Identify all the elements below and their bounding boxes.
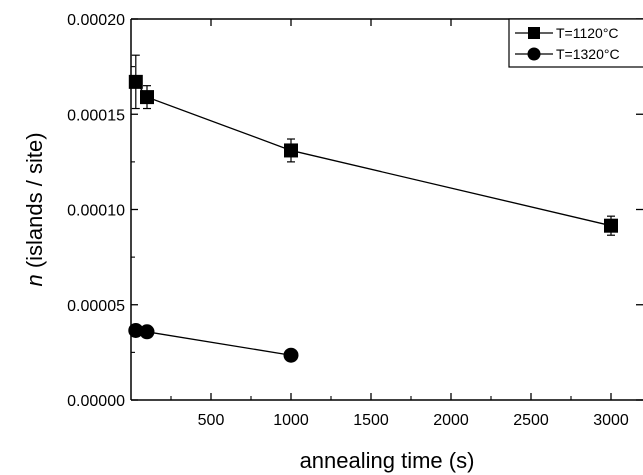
y-tick-label: 0.00015: [67, 107, 125, 124]
data-point: [284, 143, 298, 158]
y-tick-label: 0.00010: [67, 203, 125, 220]
data-point: [283, 347, 299, 363]
x-tick-label: 2000: [433, 412, 469, 429]
data-point: [128, 322, 144, 338]
x-axis-title: annealing time (s): [300, 448, 475, 473]
y-tick-label: 0.00000: [67, 393, 125, 410]
legend: T=1120°C T=1320°C: [508, 18, 643, 68]
legend-label: T=1120°C: [556, 25, 619, 41]
x-tick-label: 500: [198, 412, 225, 429]
legend-marker: [528, 27, 540, 39]
x-tick-label: 1000: [273, 412, 309, 429]
data-point: [140, 90, 154, 105]
y-axis-title-text: (islands / site): [22, 132, 47, 274]
x-tick-label: 2500: [513, 412, 549, 429]
x-tick-label: 3000: [593, 412, 629, 429]
y-axis: 0.00000 0.00005 0.00010 0.00015 0.00020: [67, 12, 643, 410]
legend-marker: [527, 47, 541, 61]
series-line: [135, 81, 612, 227]
data-point: [128, 74, 143, 89]
legend-label: T=1320°C: [556, 46, 620, 62]
series-line: [135, 329, 292, 356]
x-tick-label: 1500: [353, 412, 389, 429]
plot-frame: [130, 18, 643, 401]
data-point: [604, 218, 618, 233]
series-layer: [128, 54, 618, 363]
data-point: [139, 324, 155, 340]
y-axis-title: n (islands / site): [22, 132, 47, 286]
y-tick-label: 0.00020: [67, 12, 125, 29]
y-axis-title-symbol: n: [22, 274, 47, 286]
series-1: [128, 54, 618, 236]
y-tick-label: 0.00005: [67, 298, 125, 315]
series-2: [128, 322, 299, 363]
x-axis: 500 1000 1500 2000 2500 3000: [170, 19, 629, 429]
